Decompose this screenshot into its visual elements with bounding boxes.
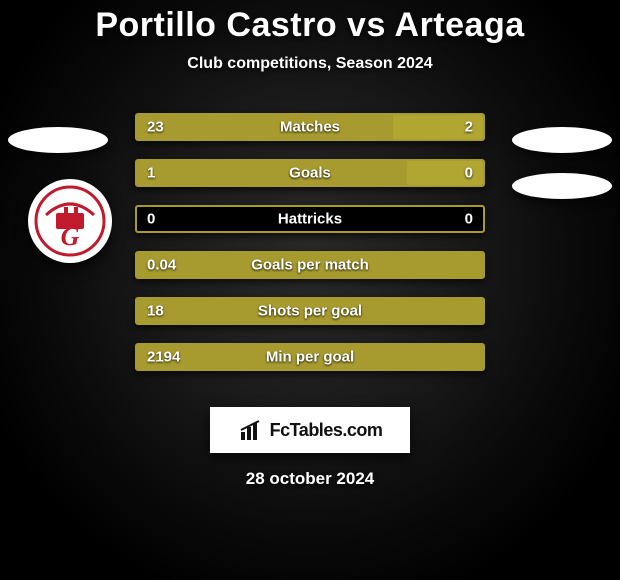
stat-value-left: 0 [147, 211, 155, 228]
stat-bars: 232Matches10Goals00Hattricks0.04Goals pe… [135, 113, 485, 371]
bar-fill-left [137, 115, 393, 139]
footer-date: 28 october 2024 [0, 469, 620, 489]
stat-value-left: 1 [147, 165, 155, 182]
player-left-placeholder [8, 127, 108, 153]
stat-value-left: 18 [147, 303, 164, 320]
stat-value-left: 23 [147, 119, 164, 136]
stat-value-right: 0 [465, 165, 473, 182]
source-brand: FcTables.com [270, 420, 383, 441]
stat-bar: 0 0Hattricks [135, 205, 485, 233]
player-right-placeholder-1 [512, 127, 612, 153]
bar-fill-left [137, 253, 483, 277]
club-badge-left: G [28, 179, 112, 263]
stat-value-right: 0 [465, 211, 473, 228]
stat-label: Hattricks [137, 211, 483, 228]
stat-value-left: 0.04 [147, 257, 176, 274]
source-logo: FcTables.com [210, 407, 410, 453]
bars-icon [238, 417, 264, 443]
stat-bar: 2194Min per goal [135, 343, 485, 371]
stat-bar: 232Matches [135, 113, 485, 141]
bar-fill-left [137, 299, 483, 323]
stat-bar: 18Shots per goal [135, 297, 485, 325]
stat-bar: 0.04Goals per match [135, 251, 485, 279]
bar-fill-left [137, 161, 407, 185]
stat-bar: 10Goals [135, 159, 485, 187]
stat-value-right: 2 [465, 119, 473, 136]
club-crest-icon: G [34, 185, 106, 257]
content: Portillo Castro vs Arteaga Club competit… [0, 0, 620, 580]
player-right-placeholder-2 [512, 173, 612, 199]
comparison-panel: G 232Matches10Goals00Hattricks0.04Goals … [0, 113, 620, 393]
stat-value-left: 2194 [147, 349, 180, 366]
page-title: Portillo Castro vs Arteaga [0, 6, 620, 45]
bar-fill-left [137, 345, 483, 369]
svg-text:G: G [61, 222, 80, 251]
page-subtitle: Club competitions, Season 2024 [0, 55, 620, 73]
